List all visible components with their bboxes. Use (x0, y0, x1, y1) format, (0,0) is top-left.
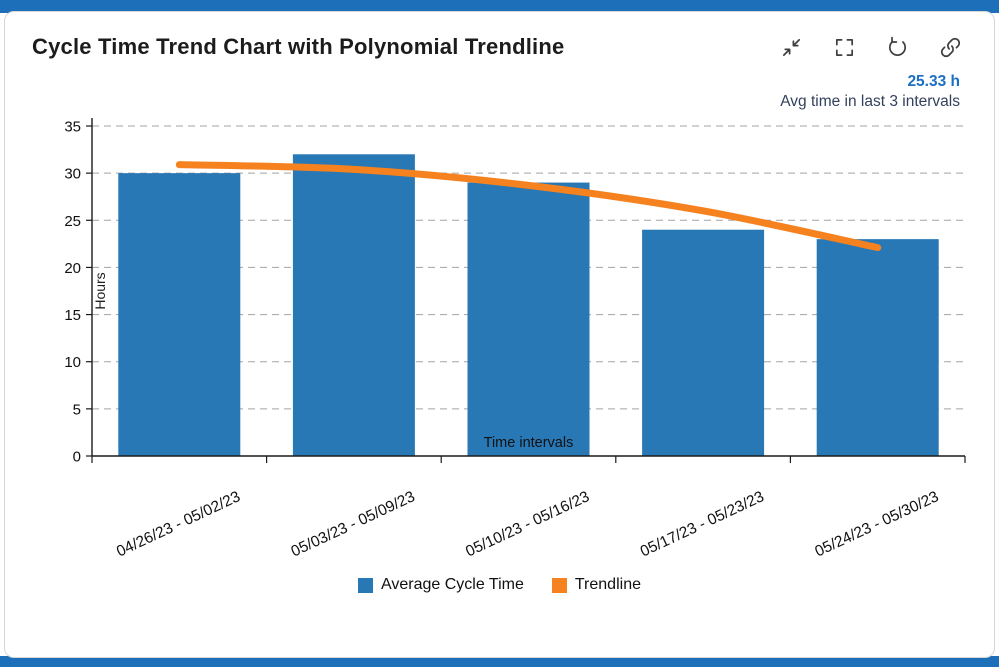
reset-icon (889, 36, 906, 56)
card-header: Cycle Time Trend Chart with Polynomial T… (5, 32, 994, 60)
y-tick-label: 0 (73, 449, 81, 466)
bar-4[interactable] (816, 239, 939, 457)
legend-label-trendline: Trendline (574, 576, 641, 594)
bar-3[interactable] (642, 229, 765, 457)
y-tick-label: 30 (64, 166, 81, 183)
y-axis-label: Hours (92, 273, 108, 310)
y-tick-label: 10 (64, 354, 81, 371)
toolbar (780, 36, 962, 59)
fullscreen-icon (835, 38, 854, 56)
link-button[interactable] (939, 36, 962, 59)
x-tick-label-0: 04/26/23 - 05/02/23 (114, 488, 243, 560)
x-tick-label-4: 05/24/23 - 05/30/23 (812, 488, 941, 560)
trendline[interactable] (175, 161, 882, 252)
summary: 25.33 h Avg time in last 3 intervals (5, 72, 994, 112)
legend-swatch-line (551, 577, 567, 593)
bar-0[interactable] (118, 173, 241, 457)
link-icon (940, 37, 961, 57)
x-tick-label-3: 05/17/23 - 05/23/23 (638, 488, 767, 560)
legend-item-trendline[interactable]: Trendline (551, 576, 641, 594)
legend-item-average-cycle-time[interactable]: Average Cycle Time (358, 576, 524, 594)
chart-card: Cycle Time Trend Chart with Polynomial T… (4, 11, 995, 658)
y-tick-label: 25 (64, 213, 81, 230)
bar-2[interactable] (467, 182, 590, 457)
y-tick-label: 5 (73, 402, 81, 419)
x-tick-label-1: 05/03/23 - 05/09/23 (289, 488, 418, 560)
y-tick-label: 15 (64, 307, 81, 324)
top-accent-bar (0, 0, 999, 13)
collapse-button[interactable] (780, 36, 803, 59)
cycle-time-chart[interactable]: 0 5 10 15 20 25 30 35 04/26/23 - 05/02/23 05/03/2… (14, 114, 979, 576)
y-tick-label: 35 (64, 119, 81, 136)
collapse-icon (782, 38, 801, 56)
page-title: Cycle Time Trend Chart with Polynomial T… (32, 34, 565, 59)
y-tick-label: 20 (64, 260, 81, 277)
bar-1[interactable] (292, 154, 415, 457)
summary-label: Avg time in last 3 intervals (780, 93, 960, 111)
bottom-accent-bar (0, 656, 999, 667)
legend-label-average-cycle-time: Average Cycle Time (381, 576, 524, 594)
reset-button[interactable] (886, 36, 909, 59)
fullscreen-button[interactable] (833, 36, 856, 59)
x-axis-label: Time intervals (484, 435, 574, 451)
x-tick-label-2: 05/10/23 - 05/16/23 (463, 488, 592, 560)
summary-value: 25.33 h (907, 73, 960, 90)
legend-swatch-bar (358, 577, 373, 593)
chart-legend: Average Cycle Time Trendline (5, 576, 994, 594)
